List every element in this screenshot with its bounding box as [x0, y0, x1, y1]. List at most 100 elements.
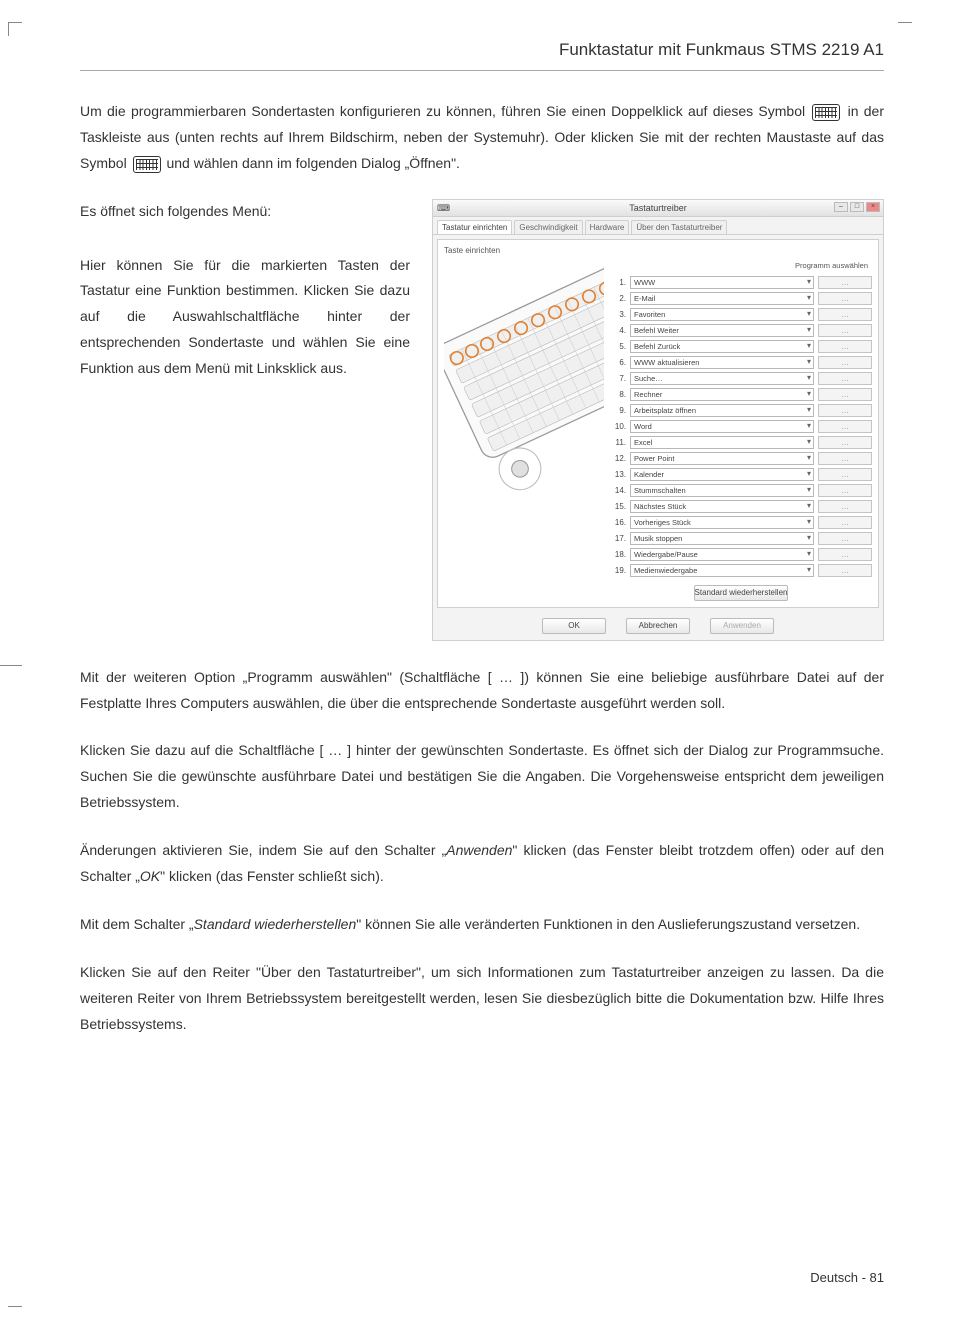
- text: …: [499, 669, 513, 685]
- program-select-button[interactable]: …: [818, 292, 872, 305]
- key-number: 18.: [610, 550, 626, 559]
- text: Um die programmierbaren Sondertasten kon…: [80, 103, 810, 119]
- program-select-button[interactable]: …: [818, 404, 872, 417]
- cancel-button[interactable]: Abbrechen: [626, 618, 690, 634]
- tab-setup[interactable]: Tastatur einrichten: [437, 220, 512, 234]
- key-number: 8.: [610, 390, 626, 399]
- dialog-titlebar: ⌨ Tastaturtreiber – □ ×: [433, 200, 883, 217]
- key-function-dropdown[interactable]: Stummschalten: [630, 484, 814, 497]
- key-function-dropdown[interactable]: Nächstes Stück: [630, 500, 814, 513]
- program-select-button[interactable]: …: [818, 276, 872, 289]
- close-icon[interactable]: ×: [866, 202, 880, 212]
- program-select-button[interactable]: …: [818, 516, 872, 529]
- paragraph-menu-opens: Es öffnet sich folgendes Menü:: [80, 199, 410, 225]
- key-number: 15.: [610, 502, 626, 511]
- program-select-button[interactable]: …: [818, 468, 872, 481]
- text: Mit dem Schalter „: [80, 916, 194, 932]
- paragraph-about-tab: Klicken Sie auf den Reiter "Über den Tas…: [80, 960, 884, 1038]
- paragraph-restore: Mit dem Schalter „Standard wiederherstel…: [80, 912, 884, 938]
- key-number: 7.: [610, 374, 626, 383]
- key-function-dropdown[interactable]: Befehl Zurück: [630, 340, 814, 353]
- text: Mit der weiteren Option „Programm auswäh…: [80, 669, 499, 685]
- program-select-button[interactable]: …: [818, 388, 872, 401]
- key-number: 12.: [610, 454, 626, 463]
- key-number: 9.: [610, 406, 626, 415]
- program-select-button[interactable]: …: [818, 340, 872, 353]
- key-function-dropdown[interactable]: WWW: [630, 276, 814, 289]
- key-row: 13.Kalender…: [610, 468, 872, 481]
- keyboard-icon: ⌨: [437, 203, 450, 214]
- crop-mark: [0, 665, 22, 666]
- text: " klicken (das Fenster schließt sich).: [160, 868, 384, 884]
- footer-separator: -: [858, 1270, 870, 1285]
- key-row: 2. E-Mail …: [610, 292, 872, 305]
- paragraph-apply: Änderungen aktivieren Sie, indem Sie auf…: [80, 838, 884, 890]
- program-select-button[interactable]: …: [818, 452, 872, 465]
- key-function-dropdown[interactable]: WWW aktualisieren: [630, 356, 814, 369]
- maximize-icon[interactable]: □: [850, 202, 864, 212]
- paragraph-program-search: Klicken Sie dazu auf die Schaltfläche [ …: [80, 738, 884, 816]
- tab-speed[interactable]: Geschwindigkeit: [514, 220, 582, 234]
- key-function-dropdown[interactable]: Rechner: [630, 388, 814, 401]
- key-function-dropdown[interactable]: Excel: [630, 436, 814, 449]
- key-number: 5.: [610, 342, 626, 351]
- restore-defaults-button[interactable]: Standard wiederherstellen: [694, 585, 789, 601]
- key-number: 2.: [610, 294, 626, 303]
- key-number: 14.: [610, 486, 626, 495]
- crop-mark: [8, 22, 22, 36]
- key-row: 5. Befehl Zurück …: [610, 340, 872, 353]
- tab-hardware[interactable]: Hardware: [585, 220, 630, 234]
- key-function-dropdown[interactable]: Befehl Weiter: [630, 324, 814, 337]
- tab-about[interactable]: Über den Tastaturtreiber: [631, 220, 727, 234]
- key-function-dropdown[interactable]: Vorheriges Stück: [630, 516, 814, 529]
- program-select-button[interactable]: …: [818, 532, 872, 545]
- program-select-button[interactable]: …: [818, 420, 872, 433]
- minimize-icon[interactable]: –: [834, 202, 848, 212]
- paragraph-intro: Um die programmierbaren Sondertasten kon…: [80, 99, 884, 177]
- key-row: 3.Favoriten…: [610, 308, 872, 321]
- program-select-button[interactable]: …: [818, 356, 872, 369]
- program-select-button[interactable]: …: [818, 436, 872, 449]
- apply-button[interactable]: Anwenden: [710, 618, 774, 634]
- program-select-button[interactable]: …: [818, 324, 872, 337]
- key-row: 1. WWW …: [610, 276, 872, 289]
- program-select-button[interactable]: …: [818, 484, 872, 497]
- program-select-button[interactable]: …: [818, 500, 872, 513]
- dialog-title: Tastaturtreiber: [629, 203, 687, 213]
- key-number: 11.: [610, 438, 626, 447]
- page-footer: Deutsch - 81: [810, 1270, 884, 1285]
- page-header: Funktastatur mit Funkmaus STMS 2219 A1: [80, 40, 884, 71]
- key-row: 8. Rechner …: [610, 388, 872, 401]
- keyboard-icon: [133, 156, 161, 173]
- emphasis-restore: Standard wiederherstellen: [194, 916, 357, 932]
- window-buttons: – □ ×: [834, 202, 880, 212]
- program-select-button[interactable]: …: [818, 564, 872, 577]
- key-function-dropdown[interactable]: Favoriten: [630, 308, 814, 321]
- dialog-screenshot: ⌨ Tastaturtreiber – □ × Tastatur einrich…: [432, 199, 884, 641]
- ok-button[interactable]: OK: [542, 618, 606, 634]
- crop-mark: [898, 22, 912, 36]
- footer-language: Deutsch: [810, 1270, 858, 1285]
- key-function-dropdown[interactable]: Power Point: [630, 452, 814, 465]
- key-row: 9. Arbeitsplatz öffnen …: [610, 404, 872, 417]
- program-select-button[interactable]: …: [818, 548, 872, 561]
- key-number: 10.: [610, 422, 626, 431]
- program-select-button[interactable]: …: [818, 308, 872, 321]
- key-number: 1.: [610, 278, 626, 287]
- key-function-dropdown[interactable]: Word: [630, 420, 814, 433]
- key-function-dropdown[interactable]: Medienwiedergabe: [630, 564, 814, 577]
- key-function-dropdown[interactable]: Wiedergabe/Pause: [630, 548, 814, 561]
- emphasis-apply: Anwenden: [446, 842, 512, 858]
- key-row: 16.Vorheriges Stück…: [610, 516, 872, 529]
- dialog-footer: OK Abbrechen Anwenden: [433, 612, 883, 640]
- key-row: 7. Suche… …: [610, 372, 872, 385]
- text: " können Sie alle veränderten Funktionen…: [356, 916, 860, 932]
- key-function-dropdown[interactable]: Kalender: [630, 468, 814, 481]
- emphasis-ok: OK: [140, 868, 160, 884]
- key-function-dropdown[interactable]: Arbeitsplatz öffnen: [630, 404, 814, 417]
- key-function-dropdown[interactable]: E-Mail: [630, 292, 814, 305]
- key-function-dropdown[interactable]: Suche…: [630, 372, 814, 385]
- text: und wählen dann im folgenden Dialog „Öff…: [166, 155, 459, 171]
- key-function-dropdown[interactable]: Musik stoppen: [630, 532, 814, 545]
- program-select-button[interactable]: …: [818, 372, 872, 385]
